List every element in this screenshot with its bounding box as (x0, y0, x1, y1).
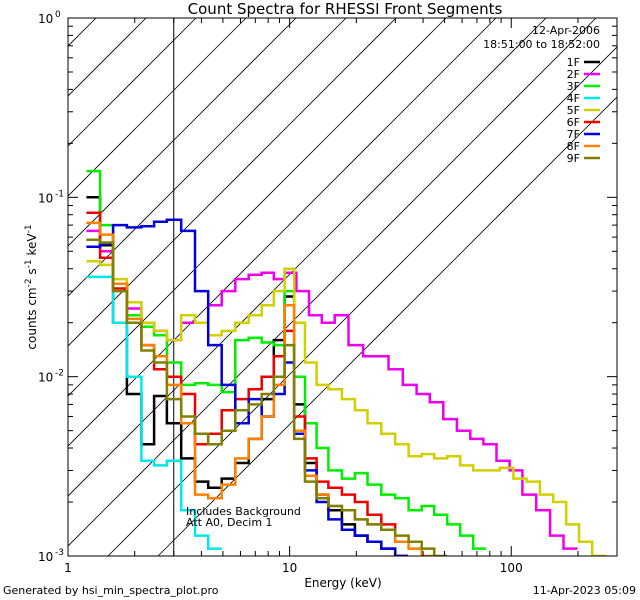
chart-title: Count Spectra for RHESSI Front Segments (188, 0, 503, 18)
time-range-label: 18:51:00 to 18:52:00 (483, 38, 600, 51)
plot-frame (67, 17, 618, 557)
legend-label: 8F (567, 140, 580, 153)
hatch-line (68, 18, 347, 297)
hatch-line (68, 18, 197, 147)
hatch-line (68, 18, 247, 197)
legend-label: 4F (567, 92, 580, 105)
y-tick-exponent: -1 (55, 189, 64, 199)
legend-label: 3F (567, 80, 580, 93)
excluded-energy-hatch (68, 18, 617, 556)
hatch-line (68, 18, 447, 397)
legend-label: 9F (567, 152, 580, 165)
hatch-line (68, 18, 397, 347)
y-tick-label: 10 (38, 371, 53, 385)
hatch-line (68, 18, 297, 247)
legend-label: 6F (567, 116, 580, 129)
hatch-line (68, 18, 547, 497)
hatch-line (107, 46, 617, 556)
y-axis-label: counts cm-2 s-1 keV-1 (24, 224, 39, 349)
hatch-line (68, 18, 497, 447)
y-tick-label: 10 (38, 12, 53, 26)
footer-timestamp: 11-Apr-2023 05:09 (533, 584, 636, 597)
x-tick-label: 1 (64, 561, 72, 575)
hatch-line (157, 96, 617, 556)
series-3F (86, 169, 487, 550)
y-tick-exponent: -3 (55, 548, 64, 558)
legend-label: 7F (567, 128, 580, 141)
series-7F (86, 218, 408, 556)
hatch-line (68, 18, 147, 97)
x-tick-label: 100 (500, 561, 523, 575)
legend-label: 5F (567, 104, 580, 117)
y-tick-label: 10 (38, 550, 53, 564)
legend-label: 1F (567, 56, 580, 69)
series-layer (86, 169, 607, 556)
x-axis-label: Energy (keV) (304, 576, 381, 590)
y-tick-exponent: 0 (55, 10, 61, 20)
hatch-line (68, 18, 597, 547)
y-tick-exponent: -2 (55, 369, 64, 379)
annotation-background: Includes Background (186, 505, 301, 518)
footer-generator: Generated by hsi_min_spectra_plot.pro (3, 584, 219, 597)
x-tick-label: 10 (282, 561, 297, 575)
y-tick-label: 10 (38, 191, 53, 205)
series-4F (86, 275, 222, 550)
series-5F (86, 260, 607, 556)
series-9F (86, 238, 447, 556)
annotation-attenuator: Att A0, Decim 1 (186, 516, 273, 529)
legend-label: 2F (567, 68, 580, 81)
date-label: 12-Apr-2006 (532, 24, 600, 37)
